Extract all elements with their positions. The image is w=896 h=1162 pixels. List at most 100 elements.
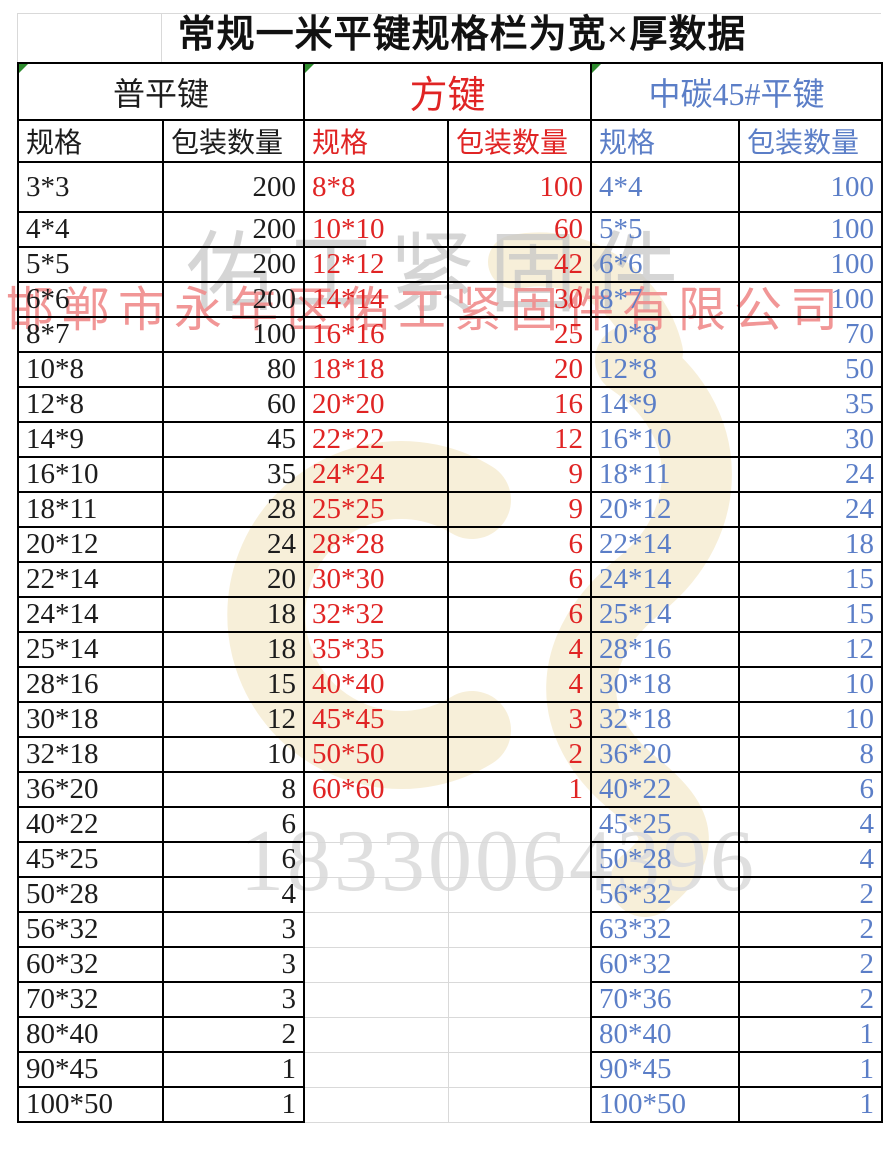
qty-cell [447,806,592,843]
spec-cell [303,876,449,913]
spec-cell: 56*32 [17,911,164,948]
gridline [17,13,881,14]
qty-cell: 3 [447,701,592,738]
section-title-square-key: 方键 [303,62,592,121]
spec-cell: 50*50 [303,736,449,773]
spec-cell: 10*8 [590,316,740,353]
qty-cell: 20 [447,351,592,388]
qty-cell: 1 [162,1051,305,1088]
gridline [17,13,18,62]
spec-cell: 40*22 [17,806,164,843]
table-row: 12*8 60 20*20 16 14*9 35 [17,386,883,423]
qty-cell: 20 [162,561,305,598]
table-row: 50*28 4 56*32 2 [17,876,883,913]
key-table-body: 普平键 方键 中碳45#平键 规格 包装数量 规格 包装数量 规格 包装数量 3… [17,62,883,1123]
spec-cell: 90*45 [590,1051,740,1088]
gridline [161,13,162,62]
table-row: 90*45 1 90*45 1 [17,1051,883,1088]
col-header-spec: 规格 [303,119,449,163]
qty-cell: 6 [162,806,305,843]
qty-cell: 24 [162,526,305,563]
spec-cell: 24*14 [590,561,740,598]
qty-cell: 24 [738,491,883,528]
table-row: 45*25 6 50*28 4 [17,841,883,878]
spec-cell: 4*4 [590,161,740,213]
spec-cell: 20*20 [303,386,449,423]
qty-cell: 24 [738,456,883,493]
spec-cell: 25*14 [590,596,740,633]
col-header-spec: 规格 [17,119,164,163]
spec-cell: 45*25 [17,841,164,878]
spec-cell: 100*50 [17,1086,164,1123]
spec-cell: 36*20 [17,771,164,808]
spec-cell: 60*60 [303,771,449,808]
section-header-row: 普平键 方键 中碳45#平键 [17,62,883,121]
spec-cell: 80*40 [17,1016,164,1053]
spec-cell: 22*14 [17,561,164,598]
qty-cell: 8 [738,736,883,773]
qty-cell: 16 [447,386,592,423]
qty-cell: 18 [162,631,305,668]
spec-cell [303,806,449,843]
spec-cell: 14*9 [17,421,164,458]
table-row: 32*18 10 50*50 2 36*20 8 [17,736,883,773]
qty-cell: 15 [738,596,883,633]
table-row: 5*5 200 12*12 42 6*6 100 [17,246,883,283]
qty-cell: 1 [738,1051,883,1088]
qty-cell: 80 [162,351,305,388]
spec-cell: 90*45 [17,1051,164,1088]
qty-cell: 3 [162,911,305,948]
spec-cell: 3*3 [17,161,164,213]
qty-cell: 100 [738,281,883,318]
spec-cell: 35*35 [303,631,449,668]
spec-cell: 5*5 [17,246,164,283]
table-row: 10*8 80 18*18 20 12*8 50 [17,351,883,388]
table-row: 40*22 6 45*25 4 [17,806,883,843]
spec-cell: 50*28 [590,841,740,878]
table-row: 22*14 20 30*30 6 24*14 15 [17,561,883,598]
qty-cell: 30 [447,281,592,318]
qty-cell [447,1051,592,1088]
spec-cell: 30*30 [303,561,449,598]
qty-cell: 60 [447,211,592,248]
qty-cell [447,981,592,1018]
spec-cell: 16*10 [17,456,164,493]
section-title-flat-key: 普平键 [17,62,305,121]
spec-cell: 60*32 [17,946,164,983]
spec-cell: 60*32 [590,946,740,983]
spec-cell: 14*9 [590,386,740,423]
spec-cell: 20*12 [590,491,740,528]
qty-cell [447,1086,592,1123]
qty-cell: 12 [447,421,592,458]
qty-cell: 6 [447,526,592,563]
qty-cell: 2 [738,911,883,948]
qty-cell: 10 [738,666,883,703]
spec-cell: 16*16 [303,316,449,353]
qty-cell: 2 [447,736,592,773]
table-row: 3*3 200 8*8 100 4*4 100 [17,161,883,213]
spec-cell: 25*25 [303,491,449,528]
spec-cell: 80*40 [590,1016,740,1053]
qty-cell: 1 [447,771,592,808]
spec-cell: 12*8 [17,386,164,423]
spec-cell: 4*4 [17,211,164,248]
qty-cell: 200 [162,211,305,248]
spec-cell: 28*28 [303,526,449,563]
spec-cell: 12*12 [303,246,449,283]
qty-cell: 45 [162,421,305,458]
column-header-row: 规格 包装数量 规格 包装数量 规格 包装数量 [17,119,883,163]
qty-cell: 15 [162,666,305,703]
qty-cell: 1 [738,1016,883,1053]
spec-cell: 6*6 [590,246,740,283]
qty-cell: 3 [162,981,305,1018]
qty-cell: 10 [162,736,305,773]
spec-cell: 30*18 [590,666,740,703]
qty-cell: 6 [738,771,883,808]
qty-cell: 18 [738,526,883,563]
spec-cell: 40*40 [303,666,449,703]
table-row: 4*4 200 10*10 60 5*5 100 [17,211,883,248]
qty-cell: 15 [738,561,883,598]
spec-cell: 10*10 [303,211,449,248]
table-row: 56*32 3 63*32 2 [17,911,883,948]
spec-cell: 36*20 [590,736,740,773]
